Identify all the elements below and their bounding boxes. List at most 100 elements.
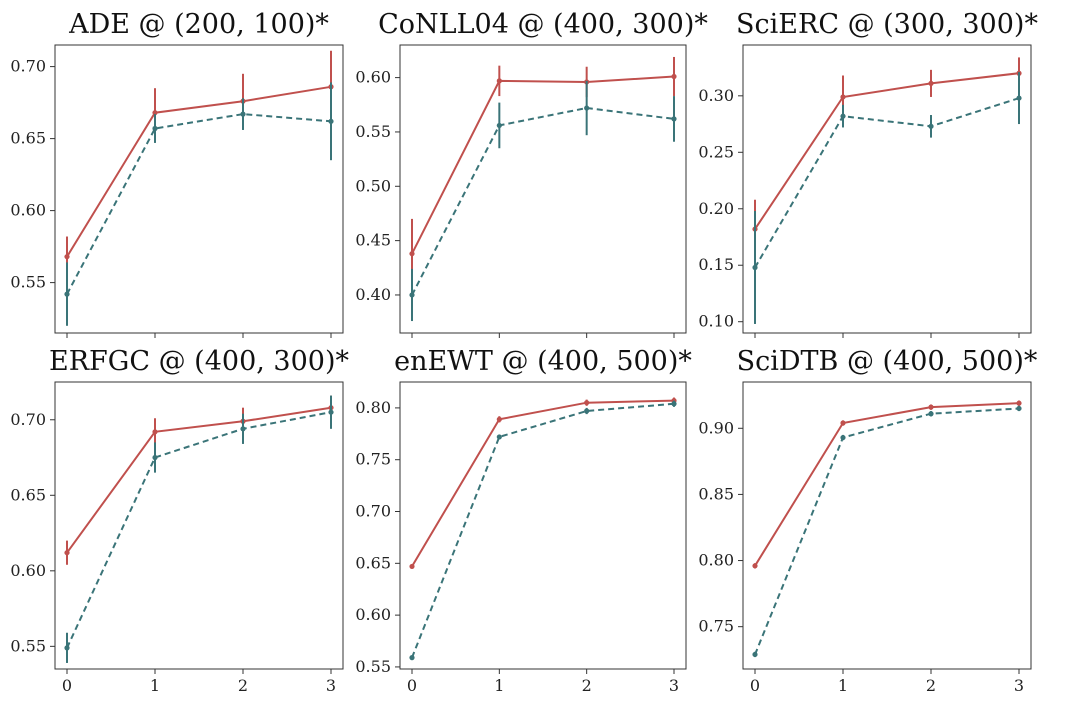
- y-tick-label: 0.75: [698, 617, 734, 636]
- plot-frame: [399, 381, 687, 670]
- data-point: [584, 400, 590, 406]
- data-point: [328, 409, 334, 415]
- data-point: [928, 80, 934, 86]
- data-point: [409, 563, 415, 570]
- data-point: [64, 254, 70, 260]
- y-tick-label: 0.60: [355, 605, 391, 624]
- data-point: [409, 655, 415, 661]
- data-point: [671, 116, 677, 122]
- y-tick-label: 0.30: [698, 86, 734, 105]
- data-point: [496, 434, 502, 440]
- y-tick-label: 0.50: [355, 176, 391, 195]
- series-line-1: [411, 75, 675, 255]
- data-point: [152, 429, 158, 435]
- data-point: [928, 411, 934, 417]
- x-tick-label: 0: [750, 676, 760, 695]
- y-tick-label: 0.75: [355, 450, 391, 469]
- x-tick-label: 2: [926, 676, 936, 695]
- data-point: [584, 408, 590, 414]
- data-point: [671, 73, 677, 80]
- y-tick-label: 0.70: [10, 410, 46, 429]
- x-tick-label: 3: [326, 676, 336, 695]
- data-point: [584, 105, 590, 111]
- data-point: [1016, 405, 1022, 412]
- data-point: [64, 291, 70, 297]
- series-line-2: [411, 402, 675, 658]
- y-tick-label: 0.60: [355, 68, 391, 87]
- chart-title: SciDTB @ (400, 500)*: [737, 346, 1038, 377]
- series-line-1: [66, 85, 332, 258]
- chart-panel-1: ADE @ (200, 100)* 0.55 0.60 0.65 0.70: [10, 9, 344, 338]
- y-tick-label: 0.25: [698, 142, 734, 161]
- y-tick-label: 0.40: [355, 285, 391, 304]
- data-point: [496, 78, 502, 84]
- series-line-2: [411, 106, 675, 296]
- y-tick-label: 0.55: [10, 636, 46, 655]
- y-tick-label: 0.70: [355, 502, 391, 521]
- chart-title: ADE @ (200, 100)*: [68, 9, 329, 40]
- y-tick-label: 0.45: [355, 231, 391, 250]
- chart-panel-3: SciERC @ (300, 300)* 0.10 0.15 0.20 0.25 0.30: [698, 9, 1038, 338]
- plot-frame: [399, 44, 687, 334]
- data-point: [240, 426, 246, 432]
- data-point: [928, 123, 934, 129]
- chart-panel-4: ERFGC @ (400, 300)* 0.55 0.60 0.65 0.70 0 1 2 3: [10, 346, 349, 695]
- data-point: [152, 110, 158, 116]
- x-tick-label: 3: [1014, 676, 1024, 695]
- plot-frame: [54, 44, 344, 334]
- data-point: [840, 94, 846, 100]
- data-point: [1016, 95, 1022, 101]
- data-point: [409, 292, 415, 298]
- series-line-1: [754, 402, 1020, 567]
- data-point: [496, 122, 502, 129]
- x-tick-label: 1: [494, 676, 504, 695]
- y-tick-label: 0.60: [10, 201, 46, 220]
- plot-frame: [742, 44, 1032, 334]
- data-point: [64, 550, 70, 556]
- chart-title: CoNLL04 @ (400, 300)*: [378, 9, 708, 40]
- y-tick-label: 0.70: [10, 57, 46, 76]
- data-point: [840, 420, 846, 426]
- data-point: [671, 401, 677, 407]
- y-tick-label: 0.55: [355, 122, 391, 141]
- series-line-2: [754, 97, 1020, 269]
- y-tick-label: 0.10: [698, 312, 734, 331]
- data-point: [752, 563, 758, 569]
- data-point: [1016, 400, 1022, 406]
- x-tick-label: 1: [150, 676, 160, 695]
- y-tick-label: 0.15: [698, 255, 734, 274]
- series-line-1: [66, 406, 332, 554]
- x-tick-label: 0: [407, 676, 417, 695]
- y-tick-label: 0.60: [10, 561, 46, 580]
- series-line-2: [66, 411, 332, 649]
- data-point: [64, 645, 70, 651]
- y-tick-label: 0.65: [10, 129, 46, 148]
- y-tick-label: 0.85: [698, 484, 734, 503]
- y-tick-label: 0.55: [355, 657, 391, 676]
- x-tick-label: 3: [669, 676, 679, 695]
- chart-panel-6: SciDTB @ (400, 500)* 0.75 0.80 0.85 0.90 0 1 2 3: [698, 346, 1037, 695]
- data-point: [752, 264, 758, 271]
- series-line-2: [66, 113, 332, 295]
- series-line-1: [411, 399, 675, 567]
- chart-panel-2: CoNLL04 @ (400, 300)* 0.40 0.45 0.50 0.55 0.6…: [355, 9, 708, 338]
- y-tick-label: 0.65: [355, 553, 391, 572]
- data-point: [152, 454, 158, 461]
- y-tick-label: 0.65: [10, 485, 46, 504]
- x-tick-label: 2: [582, 676, 592, 695]
- data-point: [840, 113, 846, 119]
- data-point: [328, 118, 334, 124]
- x-tick-label: 0: [62, 676, 72, 695]
- chart-panel-5: enEWT @ (400, 500)* 0.55 0.60 0.65 0.70 0.75 0…: [355, 346, 692, 695]
- series-line-1: [754, 72, 1020, 230]
- x-tick-label: 2: [238, 676, 248, 695]
- data-point: [840, 434, 846, 441]
- y-tick-label: 0.80: [355, 398, 391, 417]
- data-point: [928, 404, 934, 410]
- data-point: [152, 125, 158, 132]
- data-point: [240, 111, 246, 117]
- y-tick-label: 0.20: [698, 199, 734, 218]
- data-point: [496, 416, 502, 422]
